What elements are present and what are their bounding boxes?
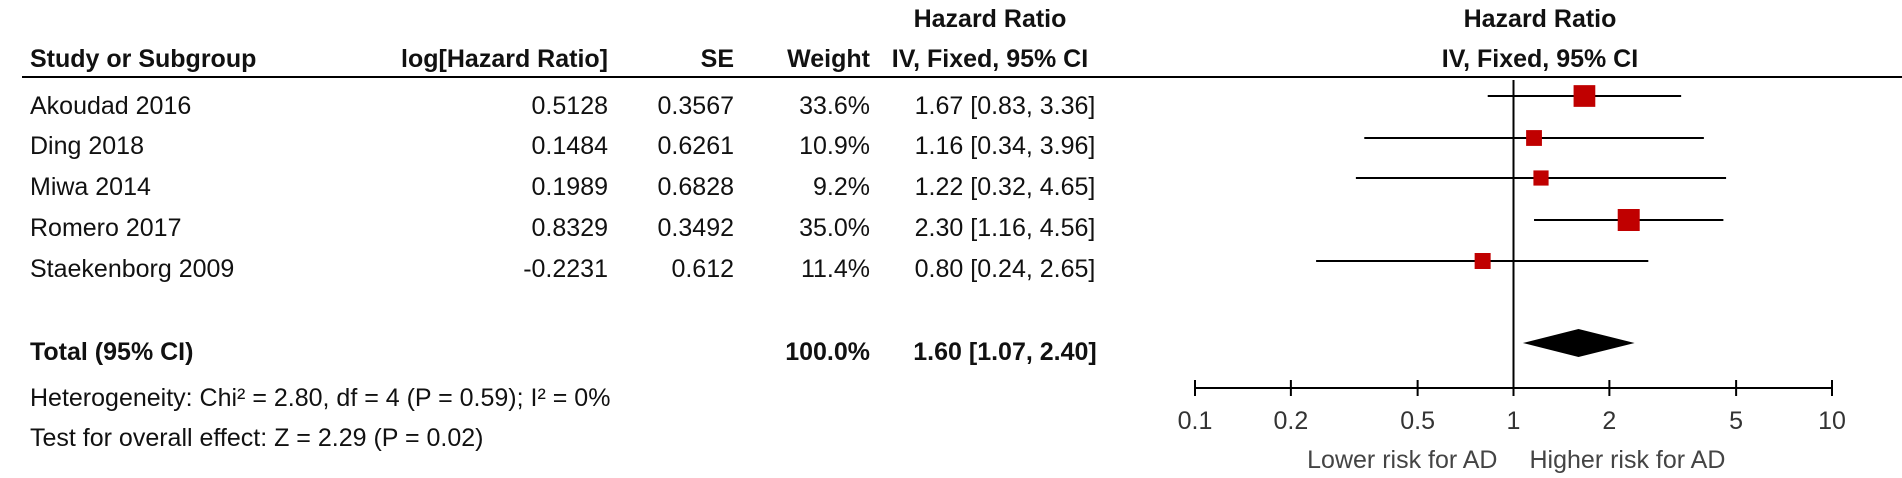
ci-value: 1.67 [0.83, 3.36]: [914, 92, 1096, 120]
log-hr-value: 0.1989: [531, 173, 608, 201]
weight-value: 33.6%: [799, 92, 870, 120]
weight-value: 35.0%: [799, 214, 870, 242]
study-marker: [1573, 85, 1596, 107]
study-column-header: Study or Subgroup: [30, 45, 257, 73]
higher-risk-label: Higher risk for AD: [1530, 446, 1726, 474]
weight-column-header: Weight: [787, 45, 870, 73]
header-divider: [22, 76, 1902, 78]
log-hr-value: 0.5128: [531, 92, 608, 120]
study-name: Ding 2018: [30, 132, 144, 160]
x-tick-label: 0.5: [1400, 407, 1435, 435]
weight-value: 10.9%: [799, 132, 870, 160]
plot-method-header: IV, Fixed, 95% CI: [1441, 45, 1639, 73]
se-value: 0.6261: [657, 132, 734, 160]
plot-title: Hazard Ratio: [1463, 5, 1617, 33]
log-hr-column-header: log[Hazard Ratio]: [401, 45, 608, 73]
ci-value: 1.22 [0.32, 4.65]: [914, 173, 1096, 201]
lower-risk-label: Lower risk for AD: [1307, 446, 1497, 474]
total-weight: 100.0%: [785, 338, 870, 366]
pooled-diamond: [1522, 329, 1635, 357]
study-marker: [1617, 209, 1640, 231]
se-value: 0.612: [671, 255, 734, 283]
log-hr-value: -0.2231: [523, 255, 608, 283]
x-tick-label: 5: [1729, 407, 1743, 435]
se-value: 0.6828: [657, 173, 734, 201]
log-hr-value: 0.8329: [531, 214, 608, 242]
se-value: 0.3567: [657, 92, 734, 120]
heterogeneity-text: Heterogeneity: Chi² = 2.80, df = 4 (P = …: [30, 384, 611, 412]
total-label: Total (95% CI): [30, 338, 194, 366]
study-name: Akoudad 2016: [30, 92, 192, 120]
overall-effect-text: Test for overall effect: Z = 2.29 (P = 0…: [30, 424, 484, 452]
x-tick-label: 2: [1602, 407, 1616, 435]
x-tick-label: 0.2: [1273, 407, 1308, 435]
weight-value: 9.2%: [813, 173, 870, 201]
x-tick-label: 0.1: [1178, 407, 1213, 435]
ci-value: 2.30 [1.16, 4.56]: [914, 214, 1096, 242]
se-value: 0.3492: [657, 214, 734, 242]
x-tick-label: 10: [1818, 407, 1846, 435]
se-column-header: SE: [700, 45, 734, 73]
ci-value: 1.16 [0.34, 3.96]: [914, 132, 1096, 160]
study-name: Staekenborg 2009: [30, 255, 235, 283]
study-name: Miwa 2014: [30, 173, 151, 201]
total-ci: 1.60 [1.07, 2.40]: [913, 338, 1097, 366]
weight-value: 11.4%: [800, 255, 870, 283]
x-tick-label: 1: [1507, 407, 1521, 435]
hr-method-header: IV, Fixed, 95% CI: [891, 45, 1089, 73]
hr-column-title: Hazard Ratio: [913, 5, 1067, 33]
ci-value: 0.80 [0.24, 2.65]: [914, 255, 1096, 283]
study-marker: [1526, 130, 1542, 146]
log-hr-value: 0.1484: [531, 132, 608, 160]
study-name: Romero 2017: [30, 214, 182, 242]
study-marker: [1474, 253, 1491, 269]
study-marker: [1533, 170, 1549, 186]
